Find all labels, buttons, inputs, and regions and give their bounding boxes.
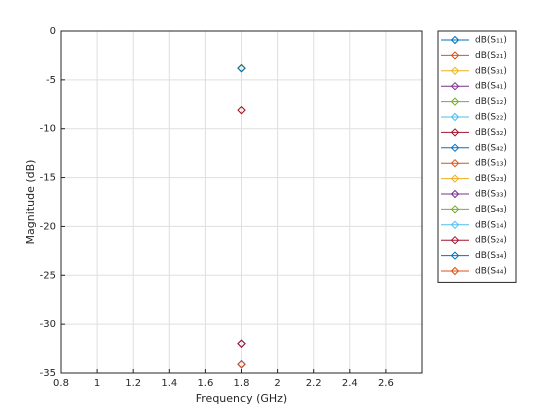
legend-marker — [450, 112, 460, 122]
x-tick-label: 2.2 — [306, 378, 322, 389]
x-tick-label: 2 — [274, 378, 280, 389]
legend-marker — [450, 51, 460, 60]
y-tick-label: -20 — [40, 221, 56, 232]
y-tick-label: -15 — [40, 173, 56, 184]
y-tick-label: -25 — [40, 270, 56, 281]
legend-label: dB(S₄₂) — [475, 143, 507, 153]
x-tick-label: 2.6 — [378, 378, 394, 389]
legend-label: dB(S₃₃) — [475, 190, 507, 200]
legend-label: dB(S₁₁) — [475, 36, 507, 46]
legend-marker — [450, 158, 460, 168]
legend-marker — [450, 205, 460, 214]
legend-marker — [450, 81, 460, 91]
legend-marker — [450, 66, 460, 76]
marker — [237, 105, 246, 115]
x-tick-label: 1.2 — [125, 378, 141, 389]
legend-label: dB(S₃₄) — [475, 251, 507, 261]
legend-label: dB(S₂₁) — [475, 51, 507, 61]
y-tick-label: -5 — [46, 75, 56, 86]
y-tick-label: -30 — [40, 319, 56, 330]
marker — [237, 359, 246, 369]
marker — [237, 63, 246, 73]
y-axis-label: Magnitude (dB) — [24, 160, 37, 245]
marker — [237, 339, 246, 348]
y-tick-label: -10 — [40, 124, 56, 135]
legend-marker — [450, 35, 460, 45]
legend-marker — [450, 189, 460, 199]
legend-label: dB(S₁₃) — [475, 159, 507, 169]
legend-label: dB(S₄₁) — [475, 82, 507, 92]
legend-marker — [450, 128, 460, 137]
legend-marker — [450, 266, 460, 276]
y-tick-label: 0 — [50, 26, 56, 37]
legend-label: dB(S₁₂) — [475, 97, 507, 107]
legend-label: dB(S₂₃) — [475, 174, 507, 184]
legend-marker — [450, 251, 460, 260]
legend-label: dB(S₄₃) — [475, 205, 507, 215]
x-tick-label: 1.6 — [197, 378, 213, 389]
legend-label: dB(S₂₄) — [475, 236, 507, 246]
x-tick-label: 1 — [94, 378, 100, 389]
x-axis-label: Frequency (GHz) — [196, 392, 287, 405]
legend-label: dB(S₁₄) — [475, 220, 507, 230]
legend-marker — [450, 97, 460, 106]
legend-marker — [450, 143, 460, 153]
y-tick-label: -35 — [40, 368, 56, 379]
legend-label: dB(S₃₁) — [475, 66, 507, 76]
legend-label: dB(S₄₄) — [475, 267, 507, 277]
legend-marker — [450, 235, 460, 245]
legend-label: dB(S₃₂) — [475, 128, 507, 138]
x-tick-label: 2.4 — [342, 378, 358, 389]
x-tick-label: 1.8 — [234, 378, 250, 389]
x-tick-label: 1.4 — [161, 378, 177, 389]
x-tick-label: 0.8 — [53, 378, 69, 389]
legend-label: dB(S₂₂) — [475, 113, 507, 123]
legend-marker — [450, 220, 460, 230]
legend-marker — [450, 174, 460, 183]
